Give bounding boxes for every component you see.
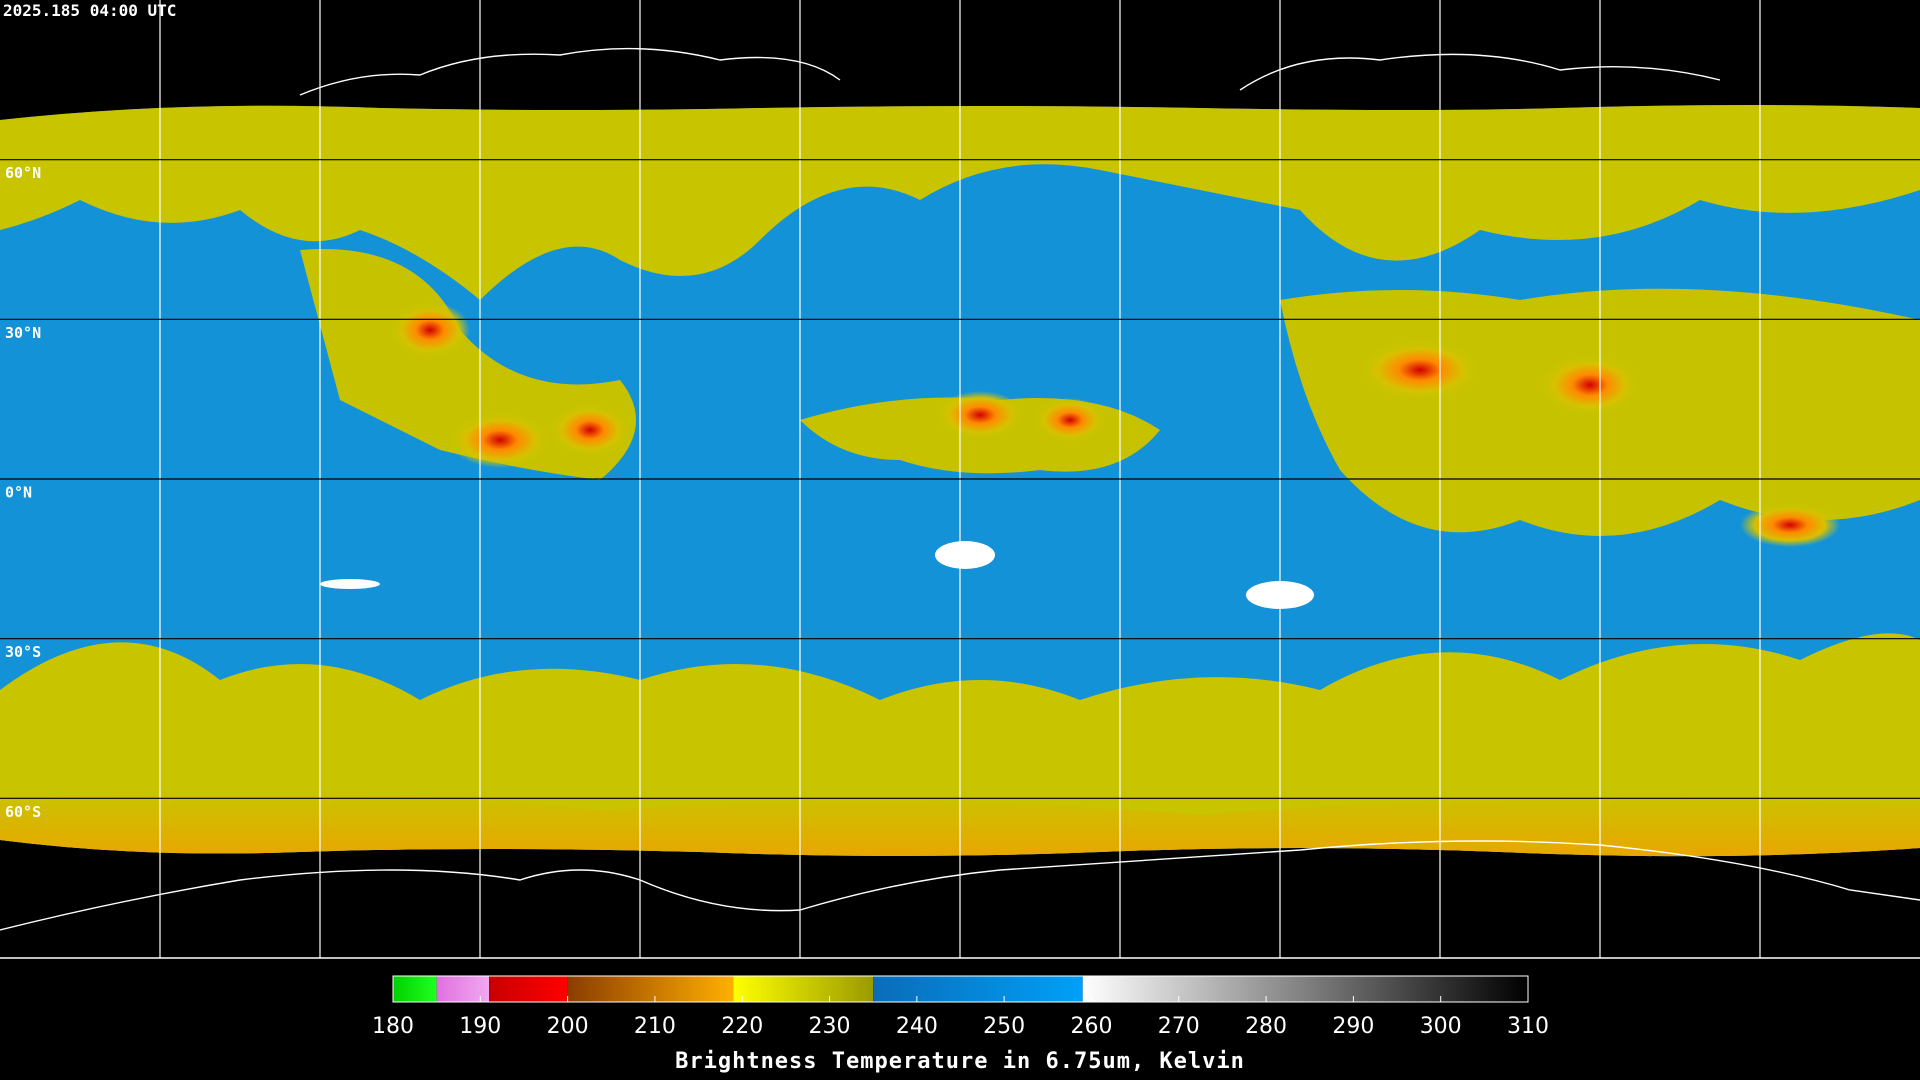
colorbar-tick-label: 310	[1507, 1014, 1549, 1039]
colorbar-tick-label: 240	[896, 1014, 938, 1039]
very-dry-spot	[320, 579, 380, 589]
colorbar-tick-label: 220	[721, 1014, 763, 1039]
convection	[1740, 503, 1840, 547]
colorbar: 180 190 200 210 220 230 240 250 260 270 280 290 300 3…	[372, 975, 1549, 1039]
colorbar-tick-label: 250	[983, 1014, 1025, 1039]
graticule: 60°N 30°N 0°N 30°S 60°S	[0, 0, 1920, 958]
colorbar-tick-label: 190	[459, 1014, 501, 1039]
latitude-label: 60°S	[5, 803, 41, 821]
colorbar-label: Brightness Temperature in 6.75um, Kelvin	[675, 1049, 1245, 1074]
coastline	[0, 840, 1920, 931]
colorbar-tick-label: 290	[1332, 1014, 1374, 1039]
colorbar-frame	[392, 975, 1529, 1003]
colorbar-segment	[567, 976, 734, 1002]
timestamp: 2025.185 04:00 UTC	[3, 1, 176, 20]
colorbar-segment	[436, 976, 490, 1002]
colorbar-segment	[393, 976, 437, 1002]
colorbar-tick-label: 300	[1420, 1014, 1462, 1039]
latitude-label: 30°N	[5, 324, 41, 342]
convection	[1540, 355, 1640, 415]
coastline	[299, 47, 841, 96]
latitude-label: 0°N	[5, 484, 32, 502]
convection	[936, 391, 1024, 439]
convection	[390, 302, 470, 358]
colorbar-tick-label: 280	[1245, 1014, 1287, 1039]
colorbar-tick-label: 230	[809, 1014, 851, 1039]
convection	[1034, 398, 1106, 442]
coastline	[1239, 53, 1721, 91]
polar-coastlines	[0, 47, 1920, 931]
colorbar-segment	[873, 976, 1083, 1002]
convection	[1360, 340, 1480, 400]
colorbar-segment	[489, 976, 568, 1002]
colorbar-tick-label: 260	[1070, 1014, 1112, 1039]
colorbar-segment	[733, 976, 874, 1002]
colorbar-tick-label: 180	[372, 1014, 414, 1039]
latitude-label: 60°N	[5, 164, 41, 182]
convection	[550, 404, 630, 456]
colorbar-tick-label: 270	[1158, 1014, 1200, 1039]
latitude-label: 30°S	[5, 643, 41, 661]
colorbar-tick-label: 210	[634, 1014, 676, 1039]
very-dry-spot	[935, 541, 995, 569]
colorbar-tick-label: 200	[547, 1014, 589, 1039]
convection	[450, 412, 550, 468]
colorbar-segment	[1082, 976, 1528, 1002]
